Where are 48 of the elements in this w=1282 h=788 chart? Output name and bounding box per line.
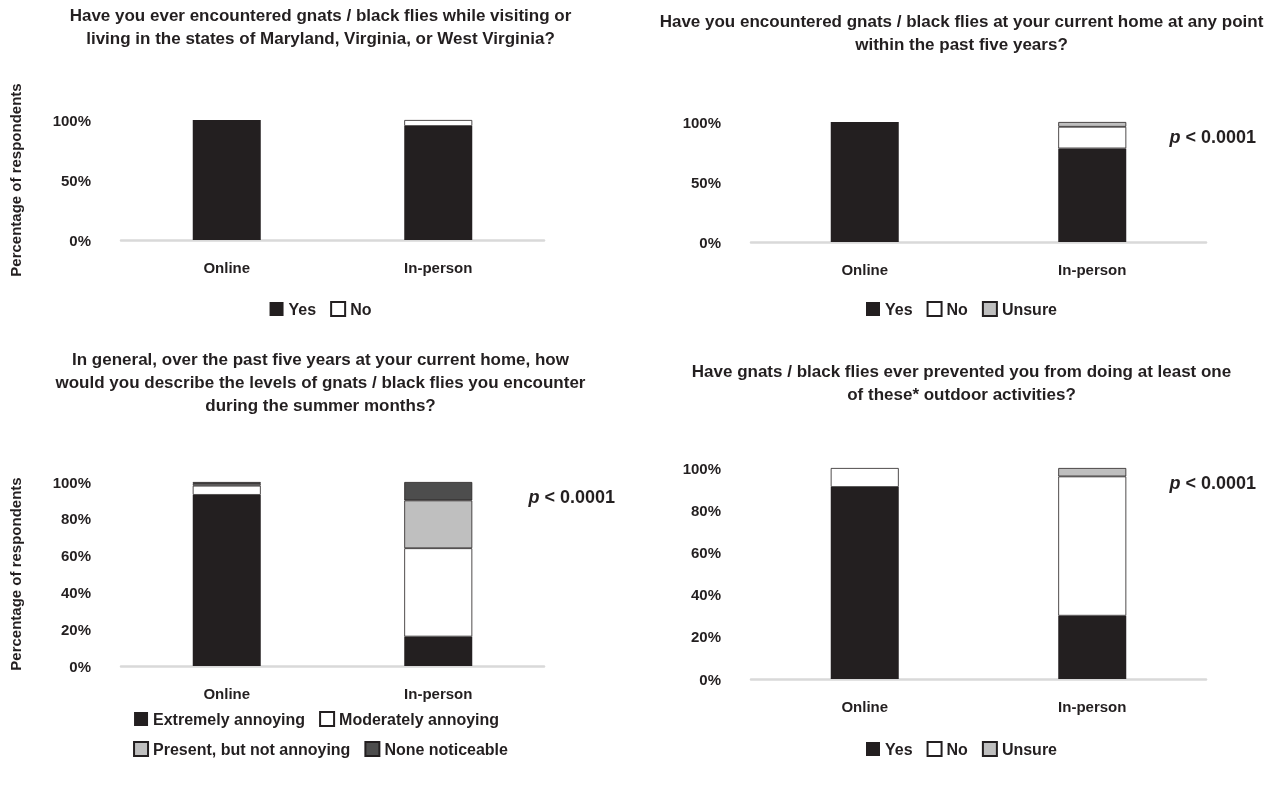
legend-label: Yes: [884, 740, 913, 758]
x-tick-label: Online: [203, 259, 251, 276]
y-tick-label: 60%: [60, 547, 91, 565]
y-tick-label: 60%: [690, 543, 721, 561]
x-tick-label: In-person: [404, 685, 473, 702]
y-tick-label: 40%: [690, 586, 721, 604]
y-tick-label: 100%: [52, 111, 91, 129]
legend-label: Unsure: [1001, 300, 1058, 318]
x-tick-label: Online: [841, 261, 889, 278]
legend-label: No: [350, 300, 372, 318]
y-tick-label: 80%: [60, 510, 91, 528]
annotation: p < 0.0001: [527, 487, 616, 507]
y-axis-title: Percentage of respondents: [7, 83, 24, 277]
y-tick-label: 0%: [69, 231, 91, 249]
y-tick-label: 80%: [690, 501, 721, 519]
y-tick-label: 0%: [699, 233, 721, 251]
chart-title: Have gnats / black flies ever prevented you from doing at least one of these* outdoor activities?: [690, 361, 1233, 406]
legend-label: Extremely annoying: [153, 710, 306, 728]
x-tick-label: In-person: [404, 259, 473, 276]
legend-label: Yes: [884, 300, 913, 318]
legend-label: None noticeable: [384, 740, 509, 758]
chart-title: In general, over the past five years at your current home, how would you describe the levels of gnats / black flies you encounter during the summer months?: [54, 349, 587, 417]
x-tick-label: In-person: [1058, 261, 1127, 278]
y-tick-label: 20%: [690, 628, 721, 646]
chart-title: Have you ever encountered gnats / black flies while visiting or living in the states of Maryland, Virginia, or West Virginia?: [68, 5, 573, 50]
y-tick-label: 100%: [682, 459, 721, 477]
y-tick-label: 0%: [699, 670, 721, 688]
legend-label: No: [946, 300, 969, 318]
y-tick-label: 40%: [60, 583, 91, 601]
x-tick-label: In-person: [1058, 698, 1127, 715]
x-tick-label: Online: [203, 685, 251, 702]
annotation: p < 0.0001: [1168, 473, 1257, 493]
y-tick-label: 20%: [60, 620, 91, 638]
y-tick-label: 50%: [690, 173, 721, 191]
legend-label: Moderately annoying: [339, 710, 500, 728]
legend-label: Unsure: [1001, 740, 1058, 758]
y-tick-label: 0%: [69, 657, 91, 675]
y-tick-label: 100%: [682, 113, 721, 131]
bar: [830, 122, 899, 242]
legend-label: No: [946, 740, 969, 758]
annotation: p < 0.0001: [1168, 127, 1257, 147]
y-tick-label: 50%: [60, 171, 91, 189]
y-tick-label: 100%: [52, 473, 91, 491]
legend-label: Yes: [288, 300, 317, 318]
x-tick-label: Online: [841, 698, 889, 715]
y-axis-title: Percentage of respondents: [7, 477, 24, 671]
chart-title: Have you encountered gnats / black flies at your current home at any point within the past five years?: [658, 11, 1265, 56]
legend-label: Present, but not annoying: [153, 740, 351, 758]
